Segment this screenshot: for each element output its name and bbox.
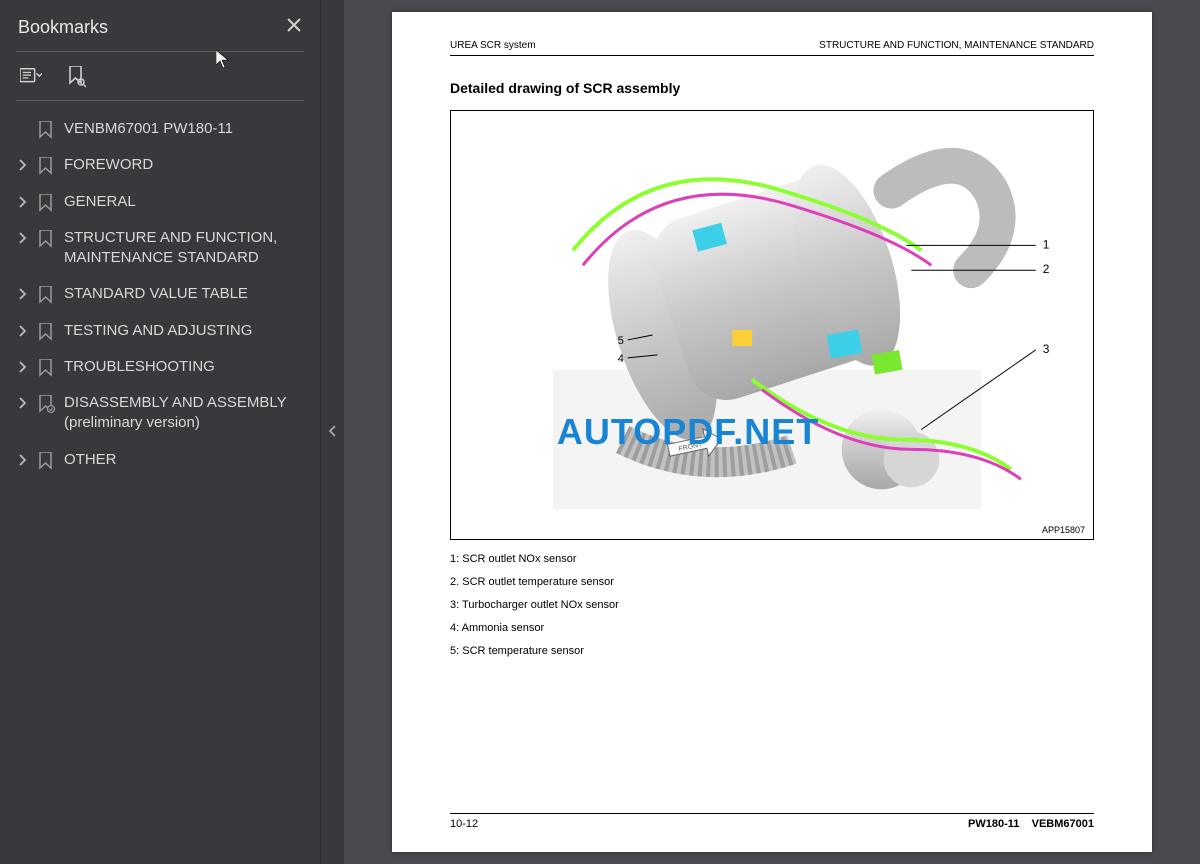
- legend-list: 1: SCR outlet NOx sensor 2. SCR outlet t…: [450, 548, 1094, 663]
- ribbon-icon: [38, 192, 56, 212]
- bookmarks-list: VENBM67001 PW180-11 FOREWORD GENERAL: [4, 111, 316, 478]
- bookmark-label: TESTING AND ADJUSTING: [64, 321, 252, 341]
- chevron-right-icon[interactable]: [16, 155, 30, 171]
- page-footer: 10-12 PW180-11 VEBM67001: [450, 813, 1094, 830]
- chevron-left-icon: [329, 424, 337, 440]
- callout-4: 4: [618, 353, 624, 365]
- legend-item: 5: SCR temperature sensor: [450, 640, 1094, 663]
- chevron-right-icon[interactable]: [16, 284, 30, 300]
- ribbon-icon: [38, 450, 56, 470]
- footer-doc: VEBM67001: [1032, 818, 1094, 830]
- callout-3: 3: [1043, 342, 1050, 356]
- bookmark-item[interactable]: FOREWORD: [8, 147, 312, 183]
- bookmarks-sidebar: Bookmarks: [0, 0, 320, 864]
- bookmark-item[interactable]: TROUBLESHOOTING: [8, 349, 312, 385]
- header-left: UREA SCR system: [450, 40, 536, 51]
- divider: [16, 51, 304, 52]
- divider: [16, 100, 304, 101]
- sidebar-collapse-handle[interactable]: [320, 0, 344, 864]
- figure-reference: APP15807: [1042, 525, 1085, 535]
- outline-options-icon[interactable]: [20, 66, 42, 88]
- ribbon-icon: [38, 155, 56, 175]
- bookmark-label: FOREWORD: [64, 155, 153, 175]
- callout-2: 2: [1043, 262, 1050, 276]
- ribbon-link-icon: [38, 393, 56, 415]
- ribbon-icon: [38, 228, 56, 248]
- bookmark-item[interactable]: STANDARD VALUE TABLE: [8, 276, 312, 312]
- legend-item: 2. SCR outlet temperature sensor: [450, 571, 1094, 594]
- ribbon-icon: [38, 284, 56, 304]
- page-title: Detailed drawing of SCR assembly: [450, 80, 1094, 96]
- document-page: UREA SCR system STRUCTURE AND FUNCTION, …: [392, 12, 1152, 852]
- document-viewport[interactable]: AUTOPDF.NET UREA SCR system STRUCTURE AN…: [344, 0, 1200, 864]
- sidebar-header: Bookmarks: [4, 8, 316, 51]
- footer-model: PW180-11: [968, 818, 1019, 830]
- close-icon[interactable]: [286, 16, 302, 39]
- chevron-placeholder: [16, 119, 30, 123]
- chevron-right-icon[interactable]: [16, 450, 30, 466]
- ribbon-icon: [38, 321, 56, 341]
- bookmark-item[interactable]: TESTING AND ADJUSTING: [8, 313, 312, 349]
- scr-assembly-diagram: FRONT 1 2 3 4 5: [451, 111, 1093, 539]
- legend-item: 4: Ammonia sensor: [450, 617, 1094, 640]
- footer-page-number: 10-12: [450, 818, 478, 830]
- chevron-right-icon[interactable]: [16, 228, 30, 244]
- bookmark-item[interactable]: OTHER: [8, 442, 312, 478]
- callout-1: 1: [1043, 237, 1050, 251]
- bookmark-label: TROUBLESHOOTING: [64, 357, 215, 377]
- bookmark-item[interactable]: DISASSEMBLY AND ASSEMBLY (preliminary ve…: [8, 385, 312, 442]
- bookmark-item[interactable]: GENERAL: [8, 184, 312, 220]
- chevron-right-icon[interactable]: [16, 321, 30, 337]
- footer-right: PW180-11 VEBM67001: [968, 818, 1094, 830]
- bookmark-item[interactable]: STRUCTURE AND FUNCTION, MAINTENANCE STAN…: [8, 220, 312, 277]
- header-right: STRUCTURE AND FUNCTION, MAINTENANCE STAN…: [819, 40, 1094, 51]
- ribbon-icon: [38, 119, 56, 139]
- bookmark-label: DISASSEMBLY AND ASSEMBLY (preliminary ve…: [64, 393, 308, 434]
- bookmark-label: GENERAL: [64, 192, 136, 212]
- bookmark-item[interactable]: VENBM67001 PW180-11: [8, 111, 312, 147]
- figure-frame: FRONT 1 2 3 4 5 APP15807: [450, 110, 1094, 540]
- callout-5: 5: [618, 335, 624, 347]
- ribbon-icon: [38, 357, 56, 377]
- chevron-right-icon[interactable]: [16, 192, 30, 208]
- bookmark-label: STRUCTURE AND FUNCTION, MAINTENANCE STAN…: [64, 228, 308, 269]
- find-bookmark-icon[interactable]: [66, 66, 88, 88]
- chevron-right-icon[interactable]: [16, 357, 30, 373]
- bookmark-label: OTHER: [64, 450, 117, 470]
- legend-item: 3: Turbocharger outlet NOx sensor: [450, 594, 1094, 617]
- bookmark-label: VENBM67001 PW180-11: [64, 119, 233, 139]
- bookmark-label: STANDARD VALUE TABLE: [64, 284, 248, 304]
- sidebar-title: Bookmarks: [18, 17, 108, 38]
- legend-item: 1: SCR outlet NOx sensor: [450, 548, 1094, 571]
- chevron-right-icon[interactable]: [16, 393, 30, 409]
- page-header: UREA SCR system STRUCTURE AND FUNCTION, …: [450, 40, 1094, 56]
- sidebar-toolbar: [4, 62, 316, 100]
